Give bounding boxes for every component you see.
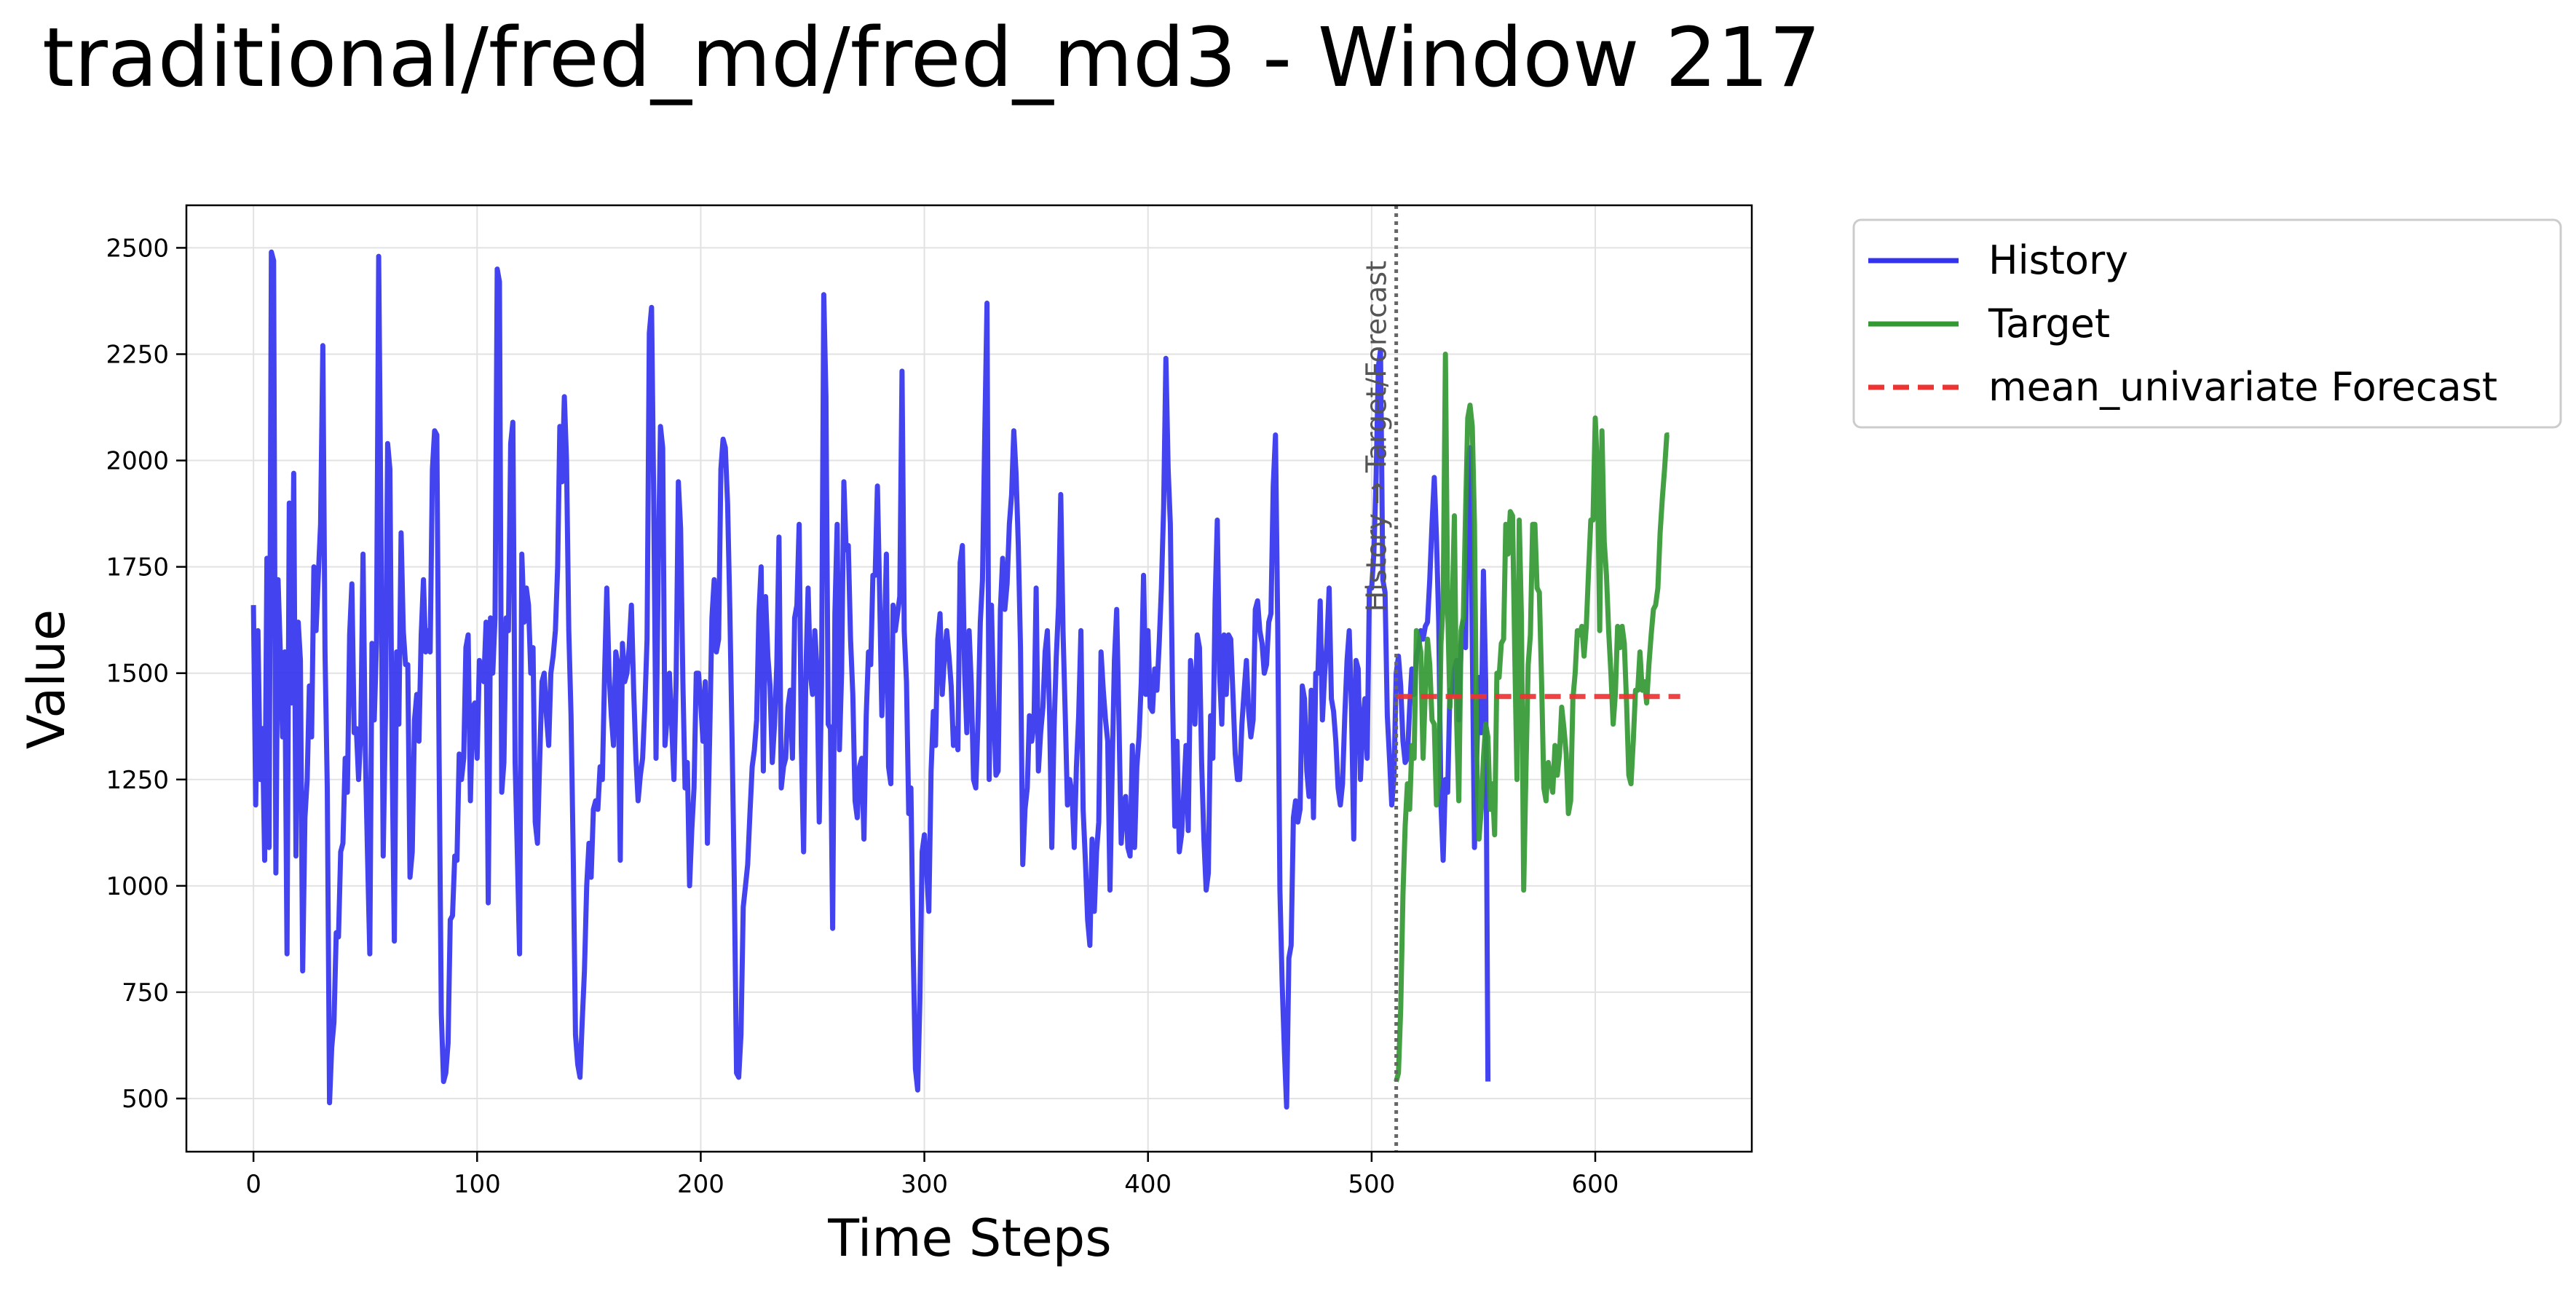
legend-label-forecast: mean_univariate Forecast	[1988, 364, 2497, 410]
legend-frame	[1852, 218, 2562, 429]
legend: History Target mean_univariate Forecast	[1852, 218, 2562, 429]
y-tick-label: 1250	[106, 766, 169, 795]
grid	[186, 205, 1752, 1152]
x-tick-label: 400	[1124, 1170, 1172, 1199]
x-tick-label: 300	[901, 1170, 948, 1199]
series-line-history	[250, 249, 1491, 1110]
chart-title: traditional/fred_md/fred_md3 - Window 21…	[42, 11, 1821, 106]
y-tick-label: 500	[122, 1085, 169, 1114]
plot-area: History → Target/Forecast 0 100 200 300 400 5…	[106, 204, 1753, 1199]
x-tick-label: 100	[454, 1170, 501, 1199]
split-annotation: History → Target/Forecast	[1361, 261, 1393, 612]
y-tick-label: 1750	[106, 553, 169, 582]
x-tick-label: 600	[1572, 1170, 1619, 1199]
y-tick-label: 1500	[106, 660, 169, 689]
x-tick-label: 0	[245, 1170, 261, 1199]
y-tick-label: 2000	[106, 447, 169, 476]
x-axis-label: Time Steps	[827, 1208, 1111, 1268]
x-tick-label: 200	[677, 1170, 724, 1199]
series-line-target	[1394, 352, 1670, 1083]
x-tick-label: 500	[1348, 1170, 1395, 1199]
axis-ticks: 0 100 200 300 400 500 600 500 750 1000 1250 1500 175…	[106, 234, 1619, 1199]
y-tick-label: 2250	[106, 340, 169, 369]
y-tick-label: 750	[122, 978, 169, 1008]
legend-label-history: History	[1988, 237, 2128, 283]
legend-label-target: Target	[1988, 301, 2110, 347]
y-tick-label: 2500	[106, 234, 169, 263]
series-layer	[250, 249, 1680, 1110]
y-axis-label: Value	[17, 609, 76, 749]
plot-frame	[185, 204, 1753, 1153]
y-tick-label: 1000	[106, 872, 169, 901]
